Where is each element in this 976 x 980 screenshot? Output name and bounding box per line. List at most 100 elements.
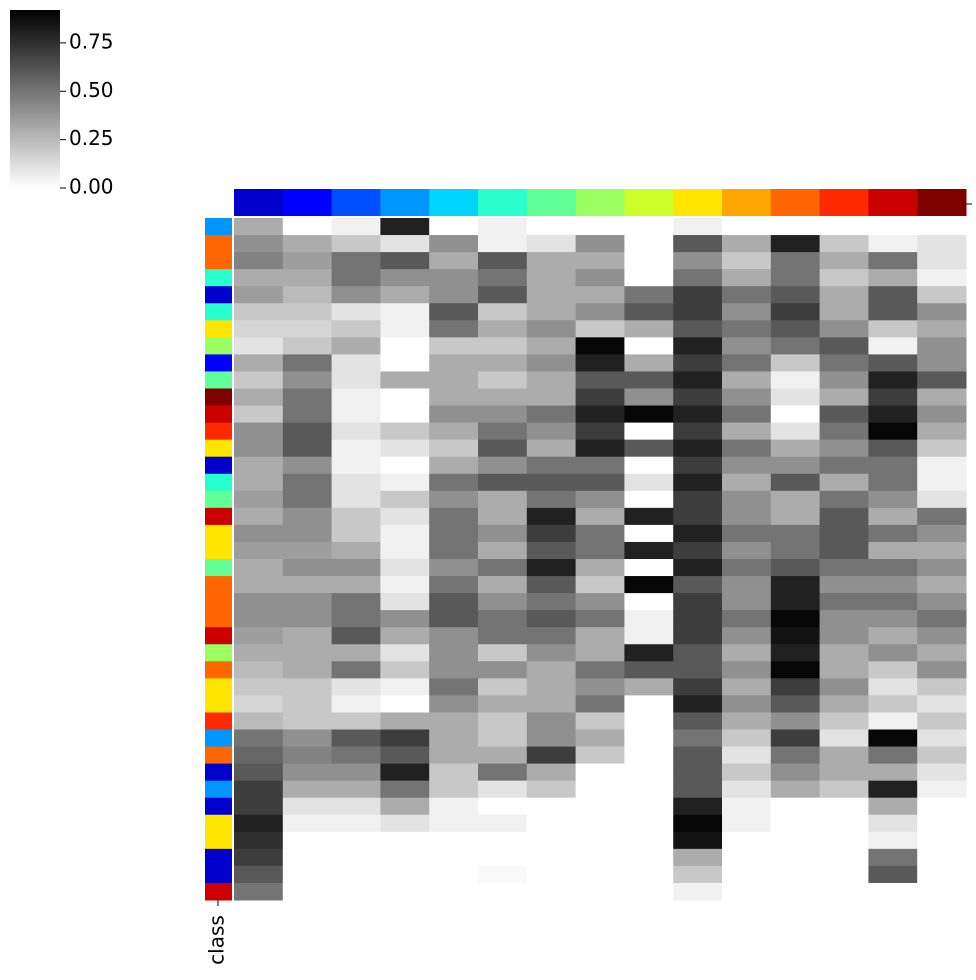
cell <box>673 848 723 867</box>
cell <box>819 337 869 355</box>
cell <box>478 218 528 236</box>
cell <box>331 746 381 765</box>
cell <box>624 610 674 628</box>
cell <box>819 490 869 509</box>
cell <box>380 780 430 799</box>
cell <box>234 695 284 713</box>
cell <box>868 644 918 662</box>
cell <box>526 371 577 389</box>
cell <box>770 371 821 389</box>
cell <box>673 559 723 577</box>
col-color <box>234 189 284 216</box>
cell <box>819 439 869 458</box>
cell <box>575 439 625 458</box>
cell <box>429 303 479 321</box>
cell <box>868 661 918 679</box>
cell <box>331 490 381 509</box>
cell <box>624 729 674 748</box>
cell <box>770 763 821 782</box>
cell <box>234 661 284 679</box>
cell <box>234 797 284 816</box>
cell <box>819 695 869 713</box>
row-color <box>205 831 232 850</box>
cell <box>575 473 625 492</box>
cell <box>526 320 577 338</box>
cell <box>575 661 625 679</box>
cell <box>282 865 333 884</box>
cell <box>673 320 723 338</box>
row-color <box>205 559 232 577</box>
cell <box>429 661 479 679</box>
cell <box>819 507 869 526</box>
row-color <box>205 490 232 509</box>
cell <box>917 320 967 338</box>
cell <box>234 541 284 560</box>
cell <box>526 610 577 628</box>
cell <box>722 371 772 389</box>
cell <box>234 286 284 304</box>
cell <box>673 610 723 628</box>
row-color <box>205 712 232 730</box>
cell <box>624 507 674 526</box>
cell <box>380 814 430 833</box>
cell <box>624 576 674 594</box>
cell <box>380 422 430 441</box>
cell <box>478 269 528 287</box>
cell <box>770 405 821 424</box>
cell <box>673 661 723 679</box>
cell <box>917 695 967 713</box>
cell <box>770 559 821 577</box>
cell <box>917 303 967 321</box>
cell <box>624 746 674 765</box>
cell <box>868 695 918 713</box>
cell <box>868 831 918 850</box>
cell <box>673 712 723 730</box>
cell <box>478 524 528 543</box>
cell <box>722 610 772 628</box>
cell <box>673 235 723 253</box>
cell <box>917 252 967 270</box>
cell <box>234 882 284 901</box>
cell <box>234 439 284 458</box>
cell <box>868 422 918 441</box>
cell <box>770 593 821 611</box>
cell <box>380 541 430 560</box>
col-color <box>917 189 967 216</box>
cell <box>234 235 284 253</box>
cell <box>282 303 333 321</box>
cell <box>282 337 333 355</box>
cell <box>331 524 381 543</box>
cell <box>917 729 967 748</box>
cell <box>868 269 918 287</box>
col-color <box>282 189 333 216</box>
cell <box>624 235 674 253</box>
row-color <box>205 473 232 492</box>
cell <box>917 218 967 236</box>
cell <box>868 524 918 543</box>
cell <box>770 320 821 338</box>
row-color <box>205 576 232 594</box>
cell <box>526 576 577 594</box>
col-color <box>770 189 821 216</box>
col-color <box>478 189 528 216</box>
cell <box>575 797 625 816</box>
cell <box>722 235 772 253</box>
cell <box>868 797 918 816</box>
cell <box>380 388 430 407</box>
cell <box>868 763 918 782</box>
cell <box>575 627 625 645</box>
cell <box>770 780 821 799</box>
cell <box>380 456 430 475</box>
cell <box>429 541 479 560</box>
cell <box>575 405 625 424</box>
cell <box>917 524 967 543</box>
cell <box>819 456 869 475</box>
cell <box>234 627 284 645</box>
cell <box>722 797 772 816</box>
cell <box>868 439 918 458</box>
cell <box>868 473 918 492</box>
row-color <box>205 678 232 696</box>
cell <box>526 541 577 560</box>
row-color <box>205 541 232 560</box>
cell <box>331 235 381 253</box>
